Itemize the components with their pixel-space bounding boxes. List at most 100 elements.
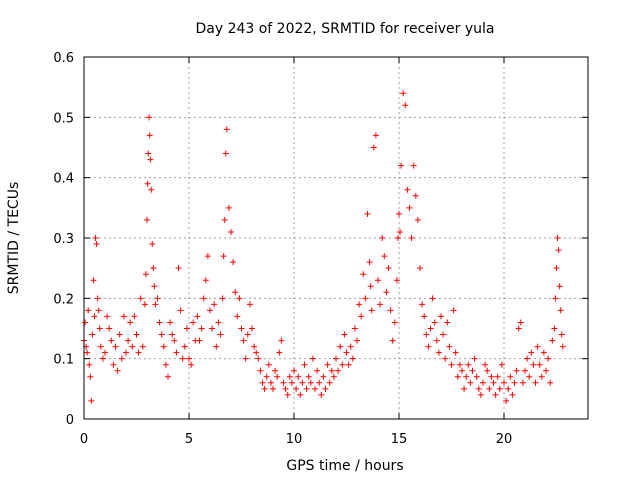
data-point	[286, 373, 293, 380]
data-point	[372, 132, 379, 139]
data-point	[394, 235, 401, 241]
x-tick-labels: 0 5 10 15 20	[80, 432, 512, 447]
data-point	[190, 319, 197, 326]
data-point	[507, 373, 514, 380]
data-point	[295, 373, 302, 380]
data-point	[354, 337, 360, 344]
x-tick-label: 5	[185, 432, 193, 447]
data-point	[282, 385, 289, 392]
data-point	[528, 349, 535, 356]
data-point	[381, 253, 388, 260]
data-point	[204, 253, 211, 260]
data-point	[125, 337, 132, 344]
data-point	[225, 204, 232, 211]
data-point	[477, 391, 484, 398]
data-point	[240, 337, 247, 344]
data-point	[90, 277, 97, 284]
data-point	[448, 361, 455, 368]
data-point	[427, 325, 434, 332]
data-point	[139, 343, 146, 350]
data-point	[330, 373, 337, 380]
data-point	[536, 361, 543, 368]
data-point	[557, 307, 564, 314]
data-point	[299, 379, 306, 386]
data-point	[324, 361, 331, 368]
data-point	[421, 313, 428, 320]
data-point	[265, 361, 272, 368]
data-point	[244, 331, 251, 338]
data-point	[337, 343, 344, 350]
data-point	[412, 192, 419, 199]
data-point	[488, 373, 495, 380]
data-point	[91, 313, 98, 320]
data-point	[99, 355, 106, 362]
data-point	[165, 373, 171, 380]
data-point	[261, 385, 268, 392]
data-point	[213, 343, 220, 350]
data-point	[95, 307, 102, 314]
data-point	[450, 307, 457, 314]
data-point	[222, 150, 229, 157]
data-point	[435, 349, 442, 356]
data-point	[255, 355, 262, 362]
data-point	[196, 337, 203, 344]
data-point	[188, 361, 195, 368]
data-point	[120, 313, 127, 320]
data-point	[556, 283, 563, 290]
data-point	[526, 373, 533, 380]
data-point	[410, 162, 417, 169]
data-point	[496, 385, 503, 392]
data-point	[375, 277, 381, 284]
data-point	[480, 379, 486, 386]
data-point	[467, 379, 474, 386]
data-point	[129, 343, 136, 350]
data-point	[553, 265, 560, 272]
data-point	[89, 331, 96, 338]
data-point	[96, 325, 103, 332]
data-points	[81, 90, 566, 404]
data-point	[307, 379, 314, 386]
data-point	[454, 373, 461, 380]
x-axis-label: GPS time / hours	[286, 458, 403, 474]
data-point	[459, 367, 465, 374]
data-point	[558, 331, 565, 338]
data-point	[278, 337, 285, 344]
data-point	[207, 307, 213, 314]
data-point	[351, 325, 358, 332]
data-point	[169, 331, 176, 338]
x-tick-label: 20	[496, 432, 513, 447]
data-point	[322, 385, 329, 392]
data-point	[93, 241, 100, 248]
data-point	[87, 373, 94, 380]
data-point	[396, 210, 402, 217]
x-tick-label: 15	[391, 432, 408, 447]
data-point	[423, 331, 430, 338]
data-point	[326, 379, 333, 386]
data-point	[530, 361, 537, 368]
data-point	[303, 385, 310, 392]
data-point	[246, 301, 253, 308]
data-point	[251, 343, 258, 350]
data-point	[498, 361, 505, 368]
data-point	[186, 355, 192, 362]
data-point	[517, 319, 524, 326]
data-point	[234, 313, 241, 320]
data-point	[141, 301, 148, 308]
data-point	[452, 349, 459, 356]
data-point	[209, 325, 216, 332]
data-point	[293, 385, 300, 392]
y-tick-label: 0.2	[53, 292, 74, 307]
data-point	[469, 367, 476, 374]
data-point	[383, 289, 390, 296]
data-point	[554, 235, 561, 241]
data-point	[431, 319, 438, 326]
data-point	[320, 373, 327, 380]
y-tick-labels: 0 0.1 0.2 0.3 0.4 0.5 0.6	[53, 51, 74, 428]
data-point	[370, 144, 377, 151]
data-point	[501, 379, 507, 386]
data-point	[549, 337, 556, 344]
data-point	[471, 355, 478, 362]
data-point	[94, 295, 101, 302]
data-point	[131, 313, 138, 320]
